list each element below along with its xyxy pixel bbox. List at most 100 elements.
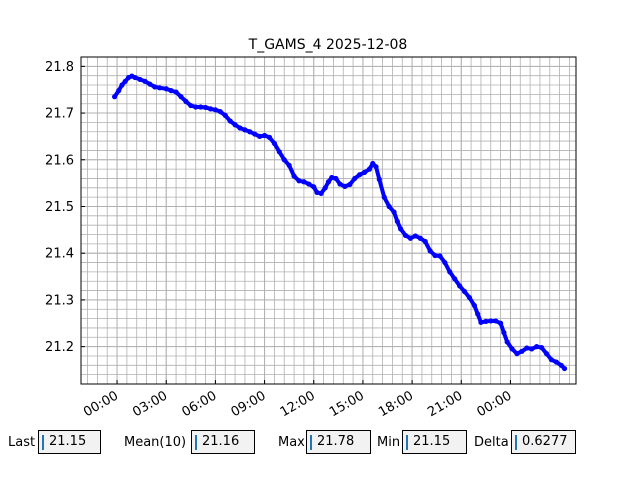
data-point (333, 175, 339, 182)
axes-layer: 21.2 21.3 21.4 21.5 21.6 21.7 21.8 00:00 03:00 06… (45, 56, 577, 420)
data-point (337, 181, 343, 187)
data-point (376, 176, 382, 182)
data-point (543, 351, 550, 357)
stat-field-last[interactable]: 21.15 (38, 430, 101, 454)
y-tick-label: 21.2 (45, 340, 74, 355)
major-grid (81, 57, 576, 384)
stat-label-max: Max (278, 435, 305, 450)
stat-value-mean: 21.16 (202, 434, 240, 449)
stat-field-mean[interactable]: 21.16 (191, 430, 255, 454)
data-point (142, 78, 148, 84)
data-point (157, 85, 163, 91)
data-point (116, 88, 122, 94)
data-point (561, 365, 568, 372)
data-point (514, 351, 520, 357)
data-point (478, 319, 484, 325)
stat-label-delta: Delta (474, 435, 509, 450)
data-point (373, 164, 379, 170)
data-point (538, 344, 545, 351)
data-point (394, 218, 400, 225)
data-point (163, 86, 169, 92)
data-point (252, 131, 258, 137)
y-tick-label: 21.6 (45, 153, 74, 168)
data-point (183, 98, 189, 104)
data-point (407, 235, 414, 241)
data-point (366, 166, 373, 172)
data-point (412, 233, 418, 239)
chart: 21.2 21.3 21.4 21.5 21.6 21.7 21.8 00:00 03:00 06… (45, 37, 577, 420)
data-point (296, 178, 302, 184)
stat-field-delta[interactable]: 0.6277 (511, 430, 576, 454)
data-point (553, 359, 559, 365)
data-point (291, 173, 297, 179)
data-point (466, 294, 473, 301)
data-point (122, 78, 128, 84)
y-tick-label: 21.3 (45, 293, 74, 308)
data-point (271, 140, 278, 147)
data-point (168, 88, 174, 94)
data-point (119, 82, 125, 88)
data-point (471, 302, 477, 309)
data-point (524, 345, 530, 351)
text-cursor-icon (195, 435, 197, 450)
data-point (509, 346, 515, 352)
data-point (217, 109, 223, 115)
x-tick-label: 00:00 (474, 388, 514, 420)
data-point (137, 76, 143, 83)
text-cursor-icon (406, 435, 408, 450)
y-tick-label: 21.7 (45, 107, 74, 122)
data-point (301, 179, 307, 185)
data-point (417, 235, 423, 241)
x-tick-label: 21:00 (425, 388, 465, 420)
stat-value-min: 21.15 (413, 434, 451, 449)
data-point (402, 232, 409, 239)
data-point (519, 348, 525, 354)
x-tick-label: 09:00 (229, 388, 269, 420)
data-point (534, 344, 540, 350)
y-tick-label: 21.5 (45, 200, 74, 215)
data-point (558, 362, 564, 368)
data-point (152, 84, 158, 90)
stat-field-max[interactable]: 21.78 (306, 430, 371, 454)
data-point (437, 253, 443, 259)
data-point (457, 283, 463, 289)
data-point (357, 172, 363, 178)
text-cursor-icon (310, 435, 312, 450)
data-point (266, 134, 273, 140)
data-point (193, 104, 199, 110)
data-point (257, 133, 263, 140)
data-point (325, 179, 332, 185)
x-tick-label: 18:00 (376, 388, 416, 420)
data-point (461, 288, 468, 295)
chart-title: T_GAMS_4 2025-12-08 (248, 37, 408, 53)
x-tick-label: 06:00 (179, 388, 219, 420)
data-point (112, 94, 118, 100)
text-cursor-icon (515, 435, 517, 450)
data-point (276, 149, 282, 155)
x-tick-label: 15:00 (327, 388, 367, 420)
stat-field-min[interactable]: 21.15 (402, 430, 467, 454)
data-point (361, 169, 368, 175)
data-point (488, 318, 494, 324)
data-point (188, 102, 194, 109)
y-tick-label: 21.8 (45, 60, 74, 75)
minor-grid (81, 56, 576, 384)
x-tick-label: 03:00 (130, 388, 170, 420)
stat-label-min: Min (377, 435, 401, 450)
data-point (227, 118, 233, 124)
data-point (232, 122, 238, 128)
data-point (493, 318, 499, 324)
data-point (342, 183, 348, 189)
data-point (237, 125, 243, 131)
data-point (147, 81, 153, 87)
stat-value-last: 21.15 (49, 434, 87, 449)
stat-value-max: 21.78 (317, 434, 355, 449)
data-point (173, 89, 179, 95)
data-point (247, 129, 253, 135)
data-point (452, 276, 458, 282)
series-layer (112, 73, 568, 372)
data-point (261, 132, 268, 139)
data-point (391, 209, 397, 215)
text-cursor-icon (42, 435, 44, 450)
data-point (318, 190, 324, 197)
